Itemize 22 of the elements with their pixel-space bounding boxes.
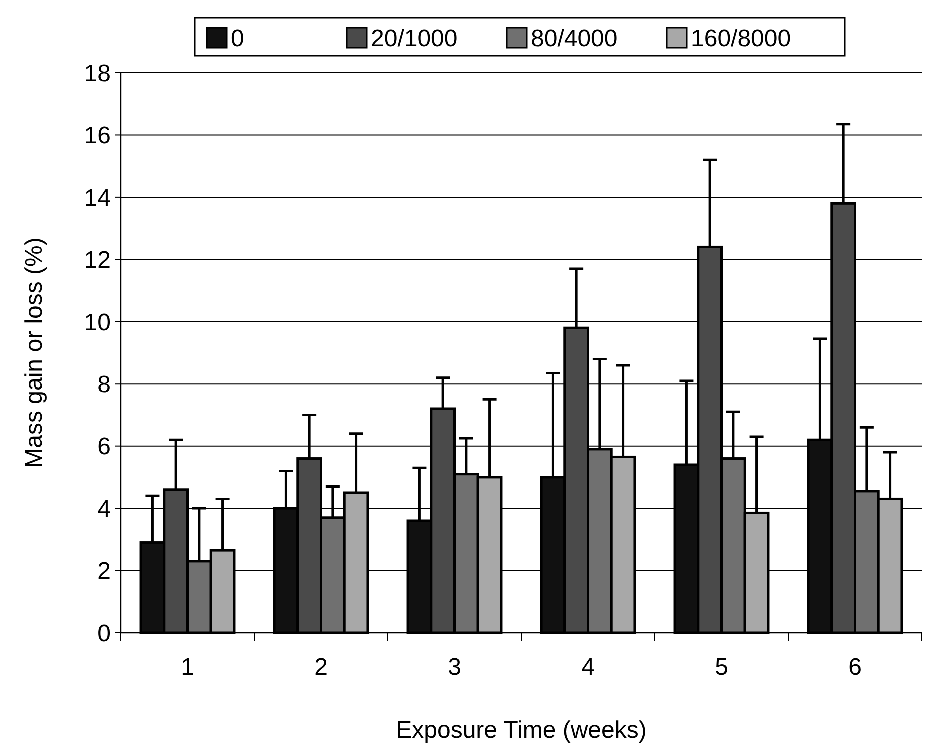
y-tick-label: 12 xyxy=(84,247,111,274)
y-tick-label: 18 xyxy=(84,60,111,88)
x-tick-label: 6 xyxy=(848,654,862,681)
legend-label: 160/8000 xyxy=(691,25,792,52)
y-tick-label: 2 xyxy=(98,558,111,586)
legend-label: 0 xyxy=(231,25,244,52)
x-tick-label: 3 xyxy=(448,654,462,681)
y-tick-label: 14 xyxy=(84,184,111,212)
y-tick-label: 16 xyxy=(84,122,111,150)
y-tick-label: 8 xyxy=(98,372,111,399)
x-tick-label: 2 xyxy=(314,654,328,681)
x-tick-label: 5 xyxy=(715,654,728,681)
y-tick-label: 6 xyxy=(98,434,111,461)
y-tick-label: 10 xyxy=(84,309,111,336)
x-axis-title: Exposure Time (weeks) xyxy=(396,717,647,744)
x-tick-label: 4 xyxy=(582,654,595,681)
legend-label: 20/1000 xyxy=(371,25,458,52)
y-axis-title: Mass gain or loss (%) xyxy=(21,238,48,468)
y-tick-label: 0 xyxy=(98,620,111,648)
legend-label: 80/4000 xyxy=(531,25,618,52)
x-tick-label: 1 xyxy=(181,654,194,681)
y-tick-label: 4 xyxy=(98,496,111,523)
